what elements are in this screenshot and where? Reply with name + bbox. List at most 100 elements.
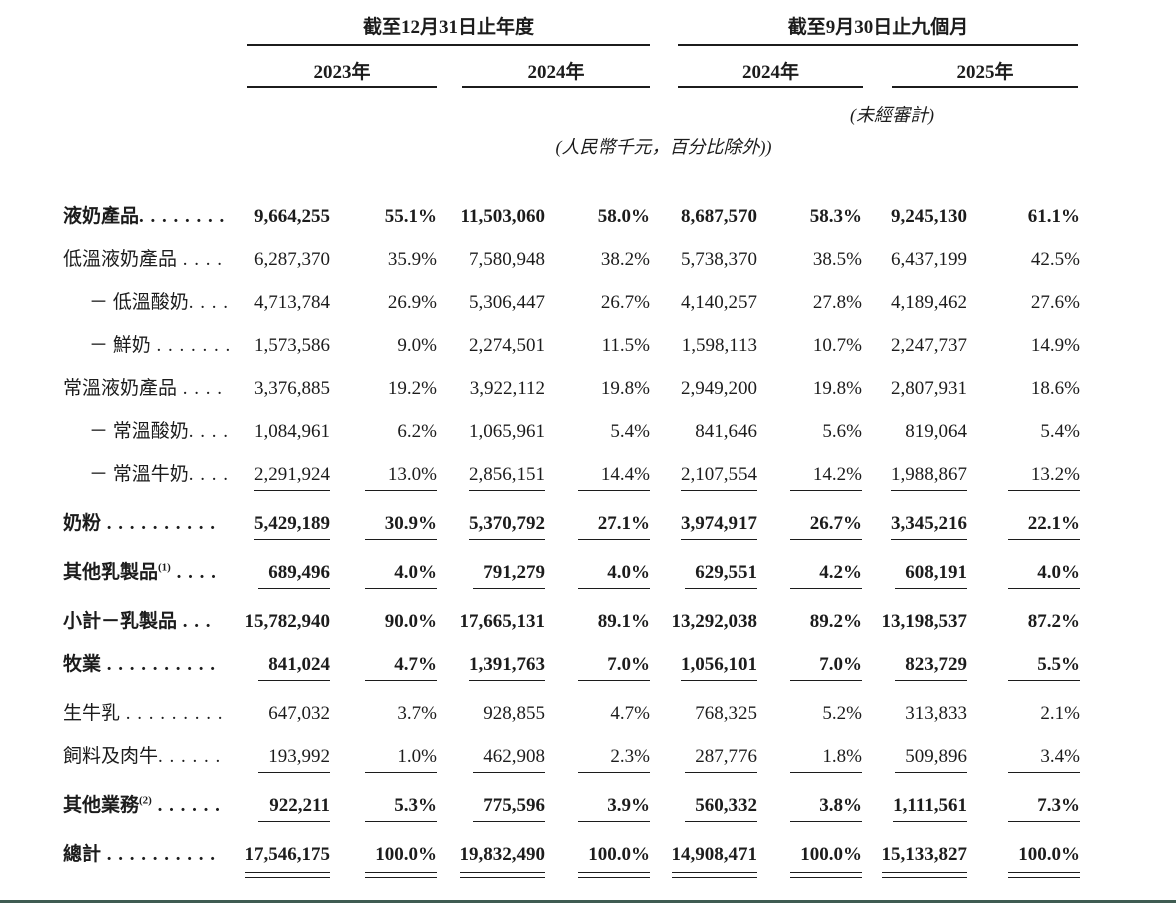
amount-value: 9,664,255 [254, 206, 330, 227]
percent-value: 26.9% [387, 292, 437, 313]
percent-cell: 1.0% [330, 746, 437, 773]
percent-value: 58.3% [809, 206, 862, 227]
amount-value: 287,776 [685, 746, 757, 773]
row-label: 其他業務(2) . . . . . . [63, 790, 230, 817]
percent-value: 27.8% [812, 292, 862, 313]
year-header-9m-2024: 2024年 [741, 62, 799, 83]
percent-cell: 4.0% [967, 562, 1080, 589]
percent-value: 90.0% [384, 611, 437, 632]
row-label: 生牛乳 . . . . . . . . . [63, 698, 230, 725]
amount-cell: 9,245,130 [862, 206, 967, 228]
percent-value: 27.1% [578, 513, 650, 540]
units-note: (人民幣千元，百分比除外)) [555, 137, 772, 157]
amount-cell: 15,133,827 [862, 844, 967, 878]
table-row: 牧業 . . . . . . . . . . 841,024 4.7% 1,391,7… [63, 649, 1080, 681]
row-label: 液奶產品. . . . . . . . [63, 201, 230, 228]
amount-value: 193,992 [258, 746, 330, 773]
percent-value: 89.1% [597, 611, 650, 632]
amount-value: 2,856,151 [469, 464, 545, 491]
amount-value: 629,551 [685, 562, 757, 589]
row-label: 常溫液奶產品 . . . . [63, 373, 230, 400]
amount-value: 5,429,189 [254, 513, 330, 540]
amount-value: 19,832,490 [459, 844, 545, 878]
percent-value: 38.5% [812, 249, 862, 270]
amount-value: 8,687,570 [681, 206, 757, 227]
unaudited-note: (未經審計) [850, 105, 934, 125]
percent-value: 100.0% [365, 844, 437, 878]
amount-value: 4,140,257 [681, 292, 757, 313]
amount-value: 1,111,561 [893, 795, 967, 822]
table-row: 常溫液奶產品 . . . . 3,376,885 19.2% 3,922,112 19.… [63, 373, 1080, 401]
amount-cell: 5,738,370 [650, 249, 757, 271]
leader-dots: . . . . . . . . . . [101, 654, 217, 675]
amount-cell: 3,345,216 [862, 513, 967, 540]
amount-cell: 4,189,462 [862, 292, 967, 314]
percent-value: 100.0% [578, 844, 650, 878]
percent-value: 5.4% [1040, 421, 1080, 442]
amount-value: 3,376,885 [254, 378, 330, 399]
leader-dots: . . . . . . . . . . [101, 513, 217, 534]
row-label: － 常溫牛奶. . . . [63, 459, 230, 486]
amount-cell: 9,664,255 [230, 206, 330, 228]
percent-value: 2.3% [578, 746, 650, 773]
percent-cell: 4.2% [757, 562, 862, 589]
amount-value: 1,988,867 [891, 464, 967, 491]
percent-value: 19.8% [600, 378, 650, 399]
percent-cell: 5.2% [757, 703, 862, 725]
amount-cell: 15,782,940 [230, 611, 331, 633]
percent-value: 42.5% [1030, 249, 1080, 270]
percent-cell: 2.3% [545, 746, 650, 773]
percent-cell: 9.0% [330, 335, 437, 357]
year-header-9m-2025: 2025年 [956, 62, 1014, 83]
percent-cell: 30.9% [330, 513, 437, 540]
row-label-text: － 常溫牛奶 [89, 464, 189, 485]
amount-cell: 5,306,447 [437, 292, 545, 314]
amount-value: 6,287,370 [254, 249, 330, 270]
amount-value: 3,922,112 [469, 378, 545, 399]
percent-value: 4.0% [1008, 562, 1080, 589]
percent-value: 26.7% [790, 513, 862, 540]
leader-dots: . . . . [188, 292, 230, 313]
leader-dots: . . . . . . [151, 795, 221, 816]
segment-table: 液奶產品. . . . . . . . 9,664,255 55.1% 11,503,… [63, 201, 1080, 888]
year-header-2023: 2023年 [313, 62, 371, 83]
amount-value: 560,332 [685, 795, 757, 822]
amount-cell: 1,111,561 [862, 795, 967, 822]
amount-value: 2,107,554 [681, 464, 757, 491]
row-label-text: 奶粉 [63, 513, 102, 534]
year-rule-9m-2025 [892, 86, 1078, 88]
percent-cell: 5.3% [330, 795, 437, 822]
percent-cell: 3.4% [967, 746, 1080, 773]
percent-value: 58.0% [597, 206, 650, 227]
amount-cell: 2,107,554 [650, 464, 757, 491]
percent-value: 3.7% [397, 703, 437, 724]
row-label-text: 小計－乳製品 [63, 611, 178, 632]
amount-value: 5,306,447 [469, 292, 545, 313]
column-group-title-9m: 截至9月30日止九個月 [787, 17, 969, 38]
percent-cell: 26.7% [545, 292, 650, 314]
amount-cell: 2,247,737 [862, 335, 967, 357]
percent-value: 22.1% [1008, 513, 1080, 540]
table-row: 其他業務(2) . . . . . . 922,211 5.3% 775,596 3.9… [63, 790, 1080, 822]
year-rule-2024 [462, 86, 650, 88]
percent-value: 38.2% [600, 249, 650, 270]
row-label-text: 液奶產品 [63, 206, 140, 227]
percent-cell: 27.8% [757, 292, 862, 314]
row-label-text: 飼料及肉牛 [63, 746, 159, 767]
leader-dots: . . . . . . . . . [120, 703, 224, 724]
percent-value: 1.8% [790, 746, 862, 773]
percent-value: 14.2% [790, 464, 862, 491]
amount-cell: 629,551 [650, 562, 757, 589]
percent-value: 7.0% [578, 654, 650, 681]
percent-value: 10.7% [812, 335, 862, 356]
amount-value: 3,974,917 [681, 513, 757, 540]
amount-cell: 11,503,060 [437, 206, 545, 228]
leader-dots: . . . . . . [158, 746, 222, 767]
table-row: 飼料及肉牛. . . . . . 193,992 1.0% 462,908 2.3% 28… [63, 741, 1080, 773]
leader-dots: . . . . [177, 378, 224, 399]
year-rule-2023 [247, 86, 437, 88]
percent-cell: 4.0% [545, 562, 650, 589]
percent-cell: 7.0% [545, 654, 650, 681]
percent-cell: 100.0% [545, 844, 650, 878]
amount-value: 2,274,501 [469, 335, 545, 356]
